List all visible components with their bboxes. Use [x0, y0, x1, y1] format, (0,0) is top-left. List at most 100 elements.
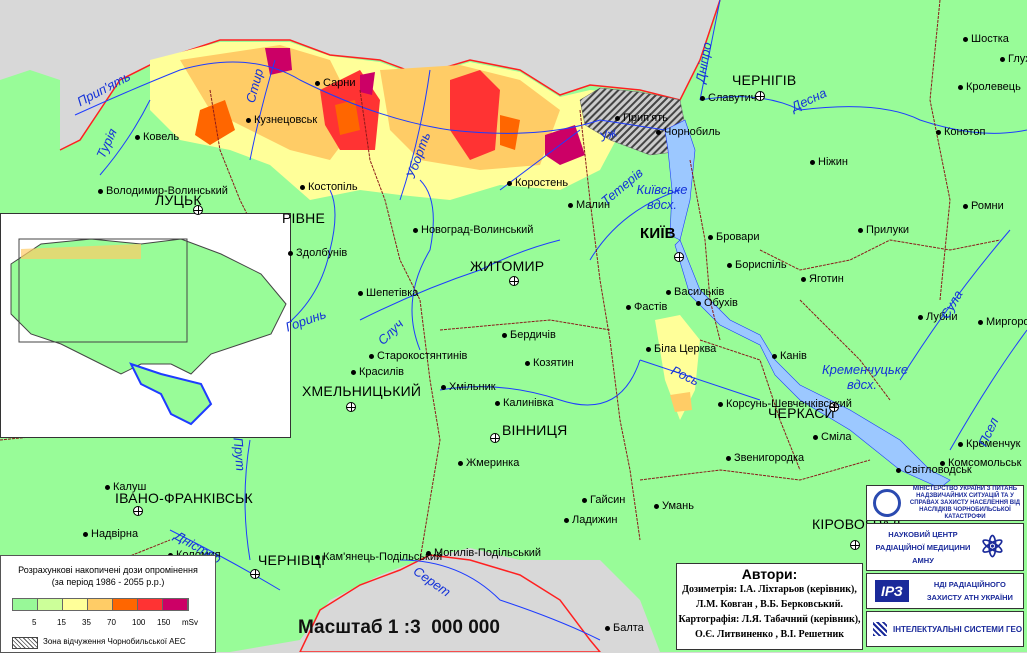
city-name: Ковель: [143, 131, 180, 143]
city-name: Корсунь-Шевченківський: [726, 398, 852, 410]
emblem-icon: [873, 489, 901, 517]
city-name: Ромни: [971, 200, 1004, 212]
city-name: Чорнобиль: [664, 126, 721, 138]
city-name: Бориспіль: [735, 259, 787, 271]
oblast-center-label: ХМЕЛЬНИЦЬКИЙ: [302, 383, 422, 399]
authors-line: О.Є. Литвиненко , В.І. Решетник: [695, 629, 844, 640]
city-label: Звенигородка: [726, 452, 804, 464]
city-name: Малин: [576, 199, 611, 211]
city-name: Васильків: [674, 286, 725, 298]
city-label: Ладижин: [564, 514, 617, 526]
reservoir-label: Кременчуцьке вдсх.: [822, 362, 909, 392]
city-dot-icon: [605, 625, 610, 631]
city-name: Кременчук: [966, 438, 1021, 450]
city-label: Ромни: [963, 200, 1004, 212]
oblast-center-label: ЧЕРНІВЦІ: [258, 552, 326, 568]
city-label: Шостка: [963, 33, 1009, 45]
city-label: Кролевець: [958, 81, 1021, 93]
city-dot-icon: [441, 384, 446, 390]
oblast-center-marker: [490, 433, 500, 443]
city-label: Костопіль: [300, 181, 358, 193]
city-label: Канів: [772, 350, 807, 362]
city-label: Чорнобиль: [656, 126, 720, 138]
city-name: Славутич: [708, 92, 757, 104]
city-dot-icon: [288, 250, 293, 256]
city-dot-icon: [727, 262, 732, 268]
oblast-center-label: ЖИТОМИР: [470, 258, 545, 274]
legend-swatch: [163, 599, 188, 610]
oblast-center-label: ЧЕРНІГІВ: [732, 72, 797, 88]
city-label: Малин: [568, 199, 610, 211]
legend-tick: 70: [107, 618, 116, 627]
city-label: Ніжин: [810, 156, 848, 168]
logo-ministry: МІНІСТЕРСТВО УКРАЇНИ З ПИТАНЬ НАДЗВИЧАЙН…: [866, 485, 1024, 521]
city-label: Надвірна: [83, 528, 138, 540]
legend-tick: mSv: [182, 618, 198, 627]
city-dot-icon: [315, 80, 320, 86]
legend-title: Розрахункові накопичені дози опромінення…: [18, 565, 198, 587]
city-label: Миргород: [978, 316, 1027, 328]
city-name: Глухів: [1008, 53, 1027, 65]
city-name: Умань: [662, 500, 694, 512]
city-label: Здолбунів: [288, 247, 347, 259]
outside-area-south: [299, 554, 601, 652]
city-label: Володимир-Волинський: [98, 185, 228, 197]
city-label: Славутич: [700, 92, 757, 104]
legend-swatch: [38, 599, 63, 610]
city-label: Бровари: [708, 231, 760, 243]
city-label: Корсунь-Шевченківський: [718, 398, 852, 410]
contamination-zones: [150, 42, 700, 420]
city-label: Могилів-Подільський: [426, 547, 541, 559]
city-dot-icon: [963, 203, 968, 209]
city-dot-icon: [656, 129, 661, 135]
city-name: Прилуки: [866, 224, 910, 236]
city-name: Обухів: [704, 297, 738, 309]
city-name: Балта: [613, 622, 644, 634]
city-dot-icon: [525, 360, 530, 366]
city-dot-icon: [564, 517, 569, 523]
city-dot-icon: [369, 353, 374, 359]
city-label: Калинівка: [495, 397, 554, 409]
city-name: Кам'янець-Подільський: [323, 551, 443, 563]
city-dot-icon: [413, 227, 418, 233]
city-dot-icon: [502, 332, 507, 338]
city-label: Новоград-Волинський: [413, 224, 533, 236]
city-dot-icon: [351, 369, 356, 375]
city-name: Костопіль: [308, 181, 358, 193]
city-dot-icon: [1000, 56, 1005, 62]
city-label: Лубни: [918, 311, 958, 323]
city-label: Калуш: [105, 481, 146, 493]
city-dot-icon: [696, 300, 701, 306]
city-dot-icon: [615, 115, 620, 121]
city-dot-icon: [726, 455, 731, 461]
exclusion-zone-label: Зона відчуження Чорнобильської АЕС: [43, 637, 186, 646]
logo-intelligent-systems-geo: ІНТЕЛЕКТУАЛЬНІ СИСТЕМИ ГЕО: [866, 611, 1024, 647]
city-dot-icon: [708, 234, 713, 240]
city-name: Гайсин: [590, 494, 626, 506]
city-dot-icon: [507, 180, 512, 186]
city-label: Старокостянтинів: [369, 350, 467, 362]
city-name: Шепетівка: [366, 287, 419, 299]
city-name: Кузнецовськ: [254, 114, 318, 126]
city-name: Коростень: [515, 177, 569, 189]
legend-swatch: [63, 599, 88, 610]
city-name: Надвірна: [91, 528, 139, 540]
city-dot-icon: [426, 550, 431, 556]
city-name: Красилів: [359, 366, 404, 378]
city-dot-icon: [582, 497, 587, 503]
city-name: Кролевець: [966, 81, 1021, 93]
logo-radiation-protection-institute: ІРЗ НДІ РАДІАЦІЙНОГО ЗАХИСТУ АТН УКРАЇНИ: [866, 573, 1024, 609]
city-label: Шепетівка: [358, 287, 418, 299]
river-label: Прут: [230, 436, 249, 472]
legend-color-bar: [12, 598, 189, 611]
city-label: Жмеринка: [458, 457, 519, 469]
city-name: Старокостянтинів: [377, 350, 468, 362]
oblast-center-label: ІВАНО-ФРАНКІВСЬК: [115, 490, 253, 506]
city-label: Кременчук: [958, 438, 1020, 450]
city-dot-icon: [772, 353, 777, 359]
city-label: Козятин: [525, 357, 574, 369]
city-name: Яготин: [809, 273, 844, 285]
map-scale: Масштаб 1 :3 000 000: [298, 617, 500, 638]
